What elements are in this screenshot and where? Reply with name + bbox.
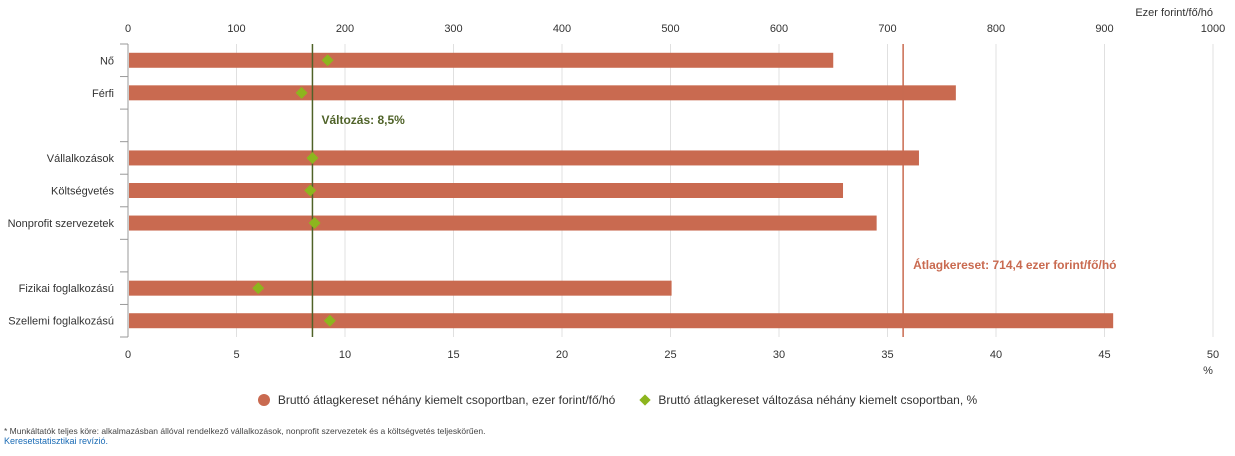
- bottom-axis-tick-label: 40: [990, 349, 1002, 361]
- category-label: Költségvetés: [51, 186, 114, 198]
- bar: [129, 52, 834, 68]
- top-axis-tick-label: 700: [878, 23, 896, 35]
- category-label: Nonprofit szervezetek: [8, 218, 115, 230]
- top-axis-tick-label: 0: [125, 23, 131, 35]
- bottom-axis-tick-label: 5: [233, 349, 239, 361]
- bottom-axis-tick-label: 15: [447, 349, 459, 361]
- top-axis-tick-label: 400: [553, 23, 571, 35]
- legend-circle-icon: [257, 394, 270, 406]
- bottom-axis-tick-label: 50: [1207, 349, 1219, 361]
- top-axis-tick-label: 900: [1095, 23, 1113, 35]
- bottom-axis-tick-label: 35: [881, 349, 893, 361]
- top-axis-tick-label: 300: [444, 23, 462, 35]
- diamond-marker: [304, 184, 317, 197]
- diamond-marker: [321, 54, 334, 67]
- average-plot-line-label: Átlagkereset: 714,4 ezer forint/fő/hó: [913, 257, 1116, 272]
- category-label: Fizikai foglalkozású: [19, 283, 114, 295]
- legend-label-earnings: Bruttó átlagkereset néhány kiemelt csopo…: [277, 393, 616, 407]
- footnote: * Munkáltatók teljes köre: alkalmazásban…: [4, 426, 486, 436]
- top-axis-tick-label: 200: [336, 23, 354, 35]
- top-axis-tick-label: 800: [987, 23, 1005, 35]
- top-axis-tick-label: 600: [770, 23, 788, 35]
- bar: [129, 150, 919, 166]
- bottom-axis-title: %: [1203, 365, 1213, 377]
- legend-item-change[interactable]: Bruttó átlagkereset változása néhány kie…: [639, 393, 977, 407]
- top-axis-tick-label: 500: [661, 23, 679, 35]
- bar: [129, 313, 1114, 329]
- bottom-axis-tick-label: 0: [125, 349, 131, 361]
- revision-link[interactable]: Keresetstatisztikai revízió.: [4, 436, 109, 446]
- top-axis-tick-label: 1000: [1201, 23, 1225, 35]
- diamond-marker: [306, 151, 319, 164]
- bar: [129, 215, 877, 231]
- bottom-axis-tick-label: 20: [556, 349, 568, 361]
- legend-diamond-icon: [639, 394, 652, 406]
- bottom-axis-tick-label: 30: [773, 349, 785, 361]
- bottom-axis-tick-label: 25: [664, 349, 676, 361]
- diamond-marker: [308, 217, 321, 230]
- bar: [129, 183, 844, 198]
- category-label: Szellemi foglalkozású: [8, 316, 114, 328]
- bar: [129, 280, 672, 296]
- bar: [129, 85, 956, 101]
- legend-label-change: Bruttó átlagkereset változása néhány kie…: [658, 393, 978, 407]
- chart-legend: Bruttó átlagkereset néhány kiemelt csopo…: [0, 390, 1235, 410]
- diamond-marker: [252, 282, 265, 295]
- category-label: Férfi: [92, 88, 114, 100]
- category-label: Vállalkozások: [47, 153, 115, 165]
- top-axis-title: Ezer forint/fő/hó: [1135, 7, 1213, 19]
- category-label: Nő: [100, 55, 114, 67]
- bottom-axis-tick-label: 10: [339, 349, 351, 361]
- change-plot-line-label: Változás: 8,5%: [321, 113, 405, 127]
- top-axis-tick-label: 100: [227, 23, 245, 35]
- diamond-marker: [323, 314, 336, 327]
- diamond-marker: [295, 86, 308, 99]
- bottom-axis-tick-label: 45: [1098, 349, 1110, 361]
- legend-item-earnings[interactable]: Bruttó átlagkereset néhány kiemelt csopo…: [257, 393, 616, 407]
